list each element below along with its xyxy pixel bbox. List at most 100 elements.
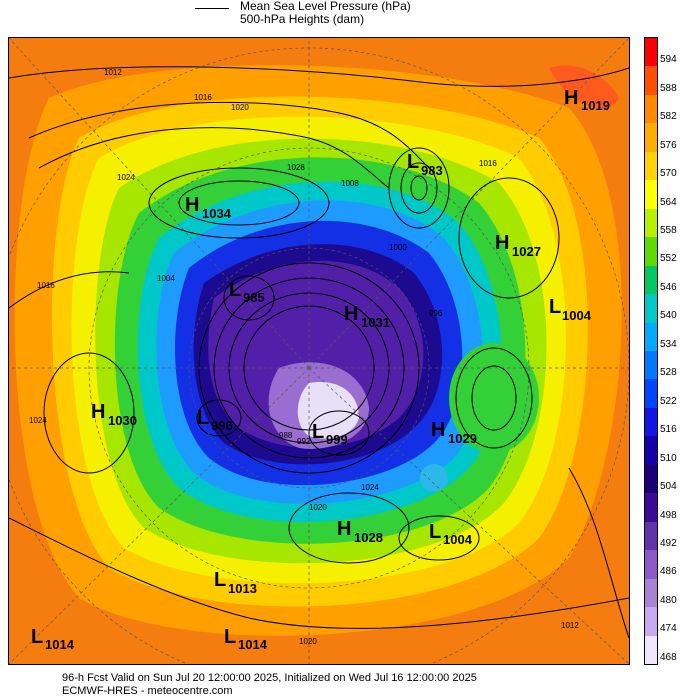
mslp-legend-label: Mean Sea Level Pressure (hPa): [240, 0, 411, 13]
high-center-letter: H: [495, 232, 509, 254]
height-colorbar: [644, 37, 658, 665]
map-legend: Mean Sea Level Pressure (hPa) 500-hPa He…: [190, 0, 490, 32]
colorbar-tick-label: 594: [660, 54, 677, 66]
colorbar-tick-label: 552: [660, 253, 677, 265]
isobar: [9, 271, 130, 309]
colorbar-segment: [645, 94, 657, 124]
colorbar-tick-label: 486: [660, 566, 677, 578]
colorbar-segment: [645, 237, 657, 266]
colorbar-segment: [645, 464, 657, 494]
isobar-label: 996: [429, 309, 443, 318]
high-center-letter: H: [337, 518, 351, 540]
colorbar-segment: [645, 123, 657, 152]
colorbar-tick-label: 516: [660, 424, 677, 436]
isobar-label: 1020: [231, 103, 249, 112]
colorbar-tick-label: 540: [660, 310, 677, 322]
isobar: [148, 167, 330, 239]
isobar: [223, 275, 275, 321]
colorbar-segment: [645, 322, 657, 351]
colorbar-tick-label: 558: [660, 224, 677, 236]
isobar: [9, 66, 629, 87]
meridian: [9, 367, 310, 664]
isobar: [458, 177, 560, 299]
colorbar-tick-label: 528: [660, 367, 677, 379]
low-center-letter: L: [31, 626, 43, 648]
isobar: [28, 101, 430, 169]
meridian: [9, 38, 310, 369]
colorbar-tick-label: 534: [660, 338, 677, 350]
colorbar-segment: [645, 521, 657, 551]
isobar-label: 1024: [29, 416, 47, 425]
high-center-letter: H: [344, 303, 358, 325]
colorbar-tick-label: 480: [660, 594, 677, 606]
colorbar-tick-label: 498: [660, 509, 677, 521]
isobar: [178, 180, 300, 226]
height-band-468: [297, 382, 359, 439]
colorbar-segment: [645, 151, 657, 181]
heights-legend-label: 500-hPa Heights (dam): [240, 12, 365, 26]
colorbar-tick-label: 474: [660, 623, 677, 635]
isobar: [388, 147, 450, 229]
isobar-label: 1020: [309, 503, 327, 512]
high-center-value: 1019: [581, 98, 610, 113]
colorbar-tick-label: 504: [660, 481, 677, 493]
isobar-label: 1004: [157, 274, 175, 283]
meridian: [308, 367, 629, 664]
high-center-value: 1031: [361, 315, 390, 330]
isobar-label: 1016: [37, 281, 55, 290]
high-center-value: 1034: [202, 206, 232, 221]
height-cell-552: [449, 343, 539, 453]
high-center-value: 1029: [448, 431, 477, 446]
colorbar-tick-label: 588: [660, 82, 677, 94]
high-center-value: 1027: [512, 244, 541, 259]
isobar: [43, 352, 135, 474]
colorbar-labels: 594 588 582 576 570 564 558 552 546 540 534 528 522 5…: [660, 37, 681, 665]
colorbar-segment: [645, 66, 657, 95]
low-center-value: 1004: [443, 532, 473, 547]
isobar: [568, 467, 629, 639]
colorbar-segment: [645, 294, 657, 323]
isobar-label: 992: [297, 437, 311, 446]
low-center-value: 1014: [45, 637, 75, 652]
colorbar-segment: [645, 180, 657, 209]
isobar: [398, 515, 480, 561]
colorbar-segment: [645, 550, 657, 579]
map-footer: 96-h Fcst Valid on Sun Jul 20 12:00:00 2…: [62, 672, 582, 698]
colorbar-segment: [645, 379, 657, 408]
isobar-label: 1012: [561, 621, 579, 630]
low-center-value: 1014: [238, 637, 268, 652]
source-text: ECMWF-HRES - meteocentre.com: [62, 685, 233, 697]
colorbar-tick-label: 582: [660, 111, 677, 123]
isobar-label: 988: [279, 431, 293, 440]
graticule: [9, 38, 629, 664]
height-cell-594: [549, 65, 619, 108]
isobar-label: 1016: [479, 159, 497, 168]
colorbar-segment: [645, 407, 657, 437]
colorbar-tick-label: 510: [660, 452, 677, 464]
colorbar-tick-label: 576: [660, 139, 677, 151]
colorbar-segment: [645, 436, 657, 465]
isobar-label: 1024: [361, 483, 379, 492]
weather-map: 1012 1016 1020 1024 1028 1008 1004 1000 …: [8, 37, 630, 665]
low-center-value: 1013: [228, 581, 257, 596]
high-center-value: 1030: [108, 413, 137, 428]
height-cell-528: [420, 464, 448, 492]
low-center-value: 985: [243, 290, 265, 305]
latitude-circle: [88, 147, 530, 589]
colorbar-tick-label: 570: [660, 168, 677, 180]
low-center-letter: L: [549, 296, 561, 318]
low-center-letter: L: [214, 569, 226, 591]
colorbar-segment: [645, 208, 657, 238]
pressure-centers: H 1019 L 983 H 1034 H 1027 L 1004 L 985 …: [31, 87, 610, 652]
isobar: [400, 162, 438, 214]
isobar: [38, 127, 390, 189]
high-center-letter: H: [564, 87, 578, 109]
low-center-letter: L: [429, 521, 441, 543]
forecast-valid-text: 96-h Fcst Valid on Sun Jul 20 12:00:00 2…: [62, 672, 477, 684]
colorbar-tick-label: 564: [660, 196, 677, 208]
low-center-value: 1004: [562, 308, 592, 323]
isobar: [308, 410, 370, 456]
mslp-legend-line: [195, 8, 229, 9]
colorbar-segment: [645, 635, 657, 664]
colorbar-tick-label: 492: [660, 537, 677, 549]
